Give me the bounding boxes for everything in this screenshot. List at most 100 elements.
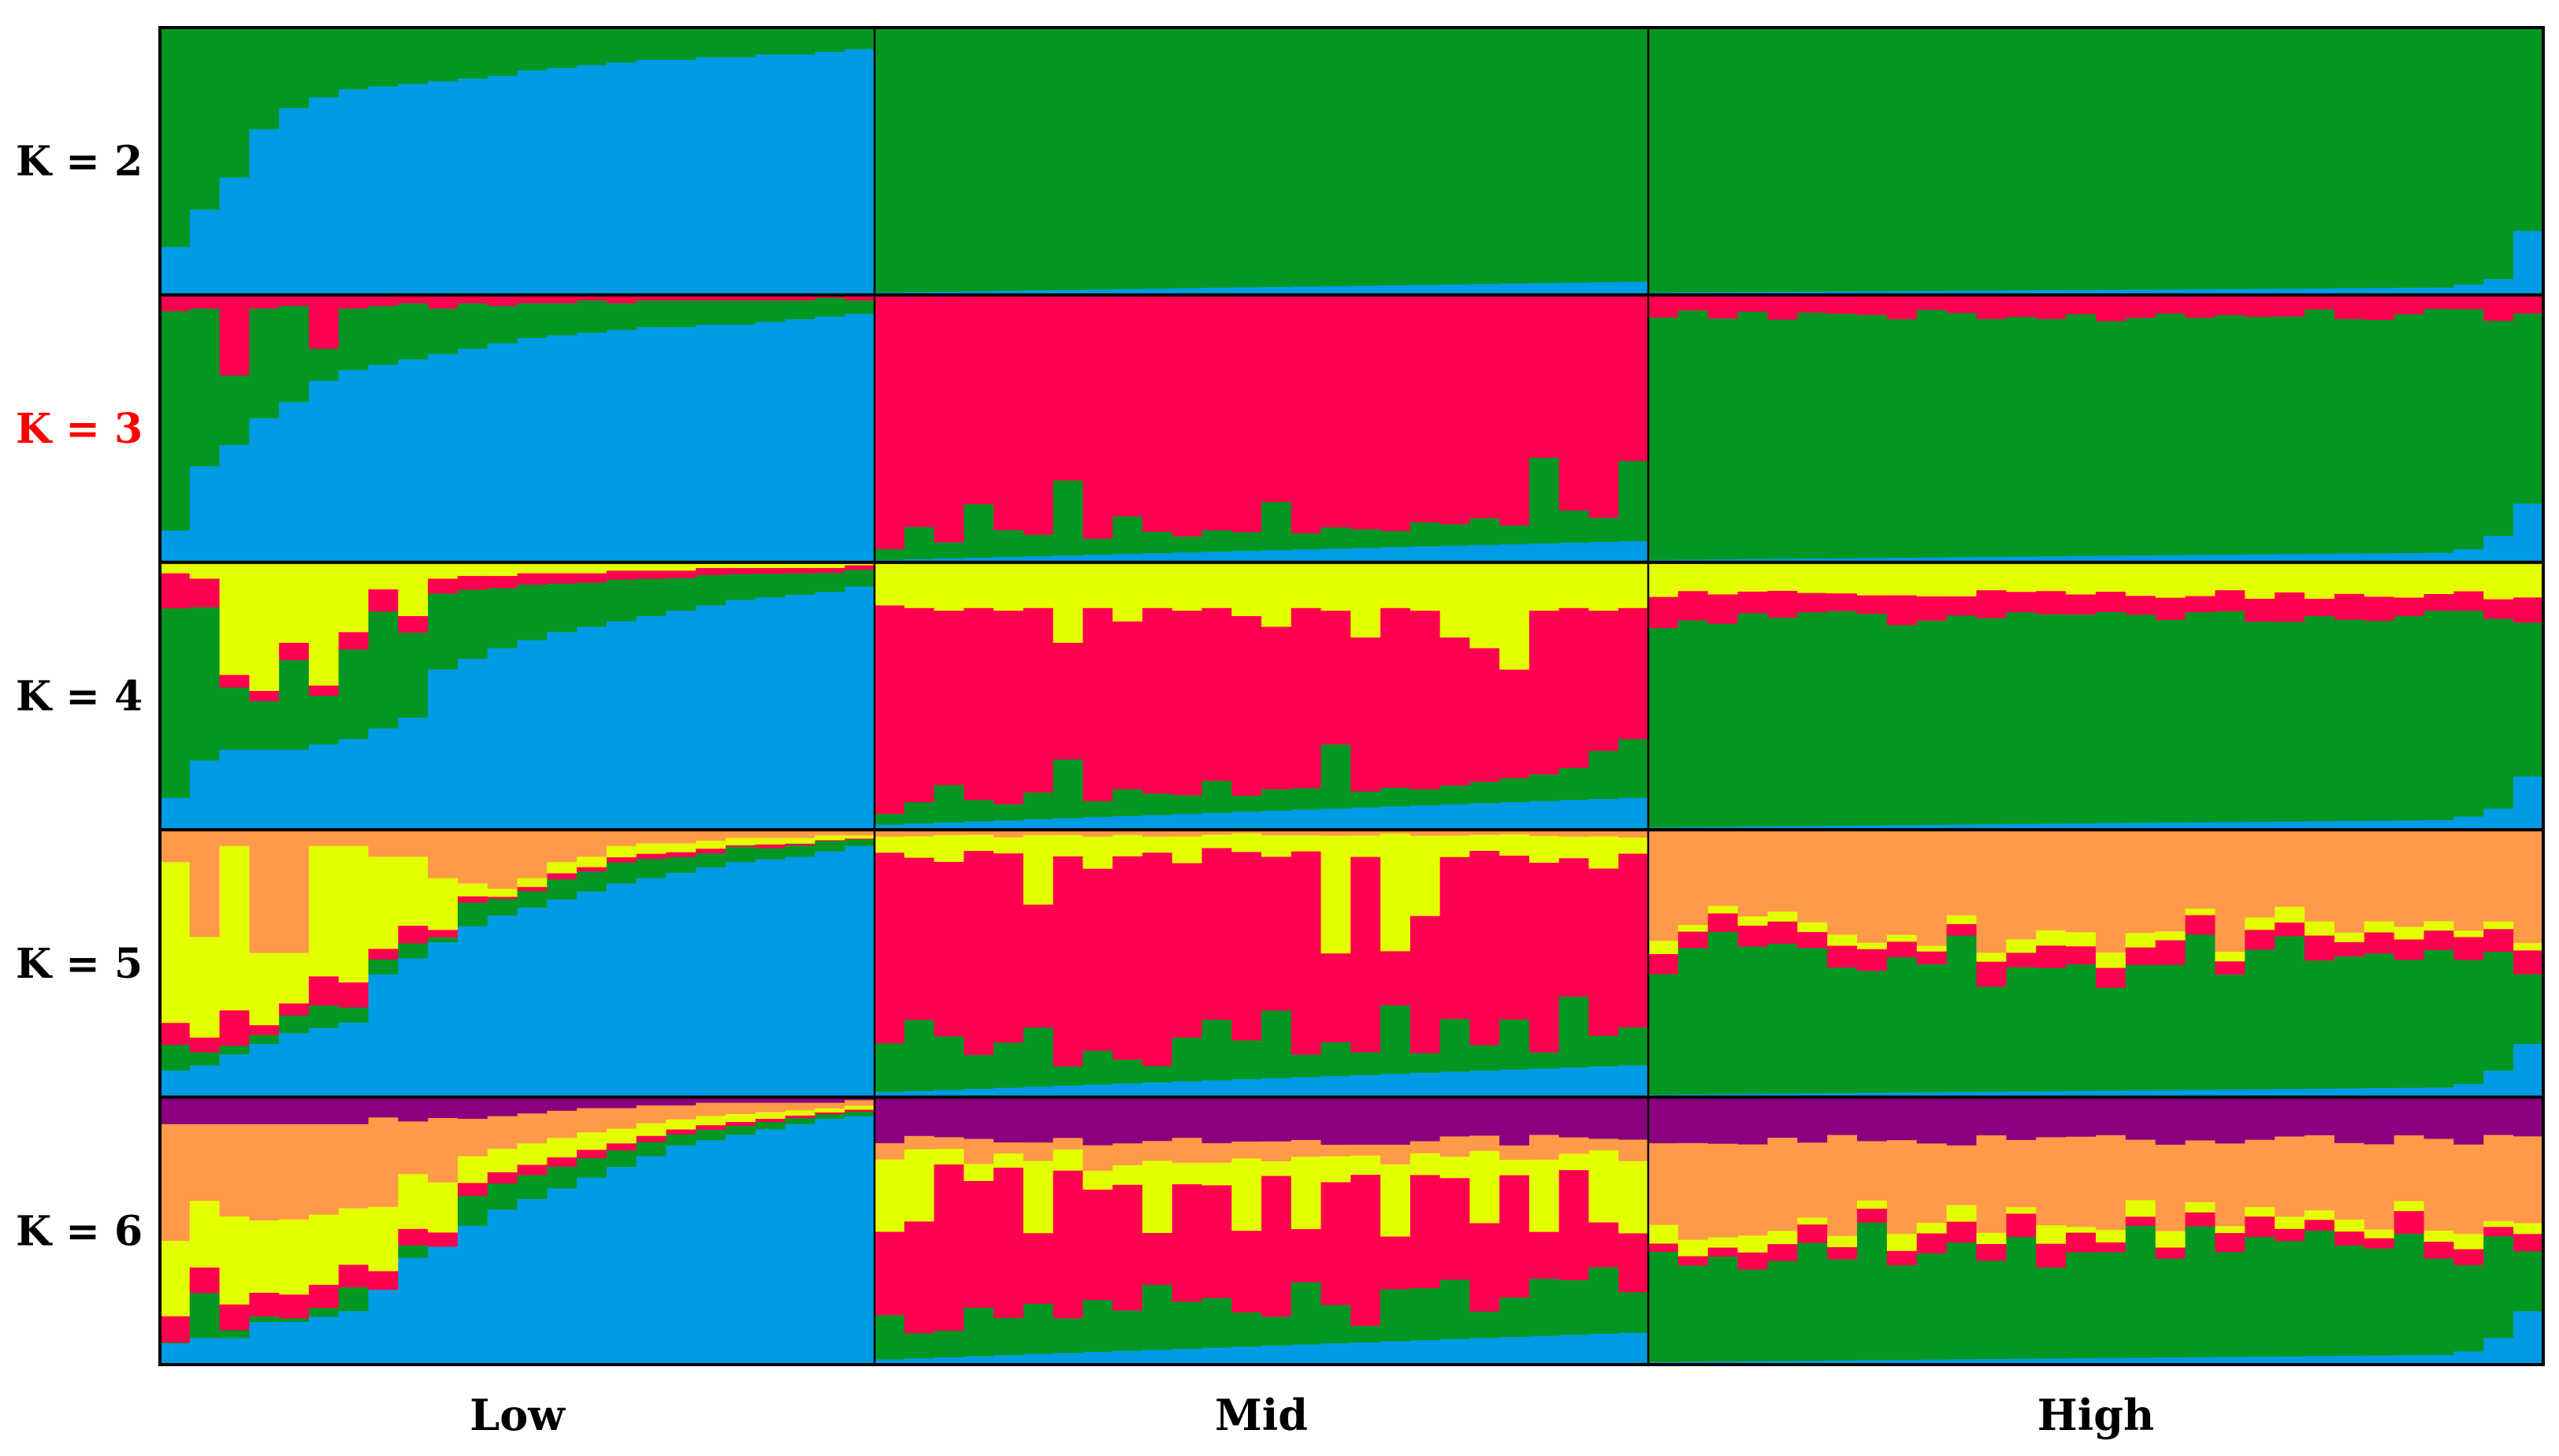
bar-segment-red — [1528, 295, 1560, 459]
bar-segment-blue — [368, 728, 399, 830]
panel-k6 — [158, 1095, 2545, 1366]
bar-segment-yellow — [398, 856, 429, 927]
bar-segment-blue — [1558, 282, 1590, 295]
bar-segment-red — [1112, 295, 1143, 517]
bar-segment-orange — [1202, 830, 1232, 835]
bar-segment-blue — [517, 640, 548, 830]
bar-segment-yellow — [1291, 1157, 1322, 1230]
bar-segment-blue — [1976, 1091, 2007, 1098]
bar-segment-blue — [1499, 801, 1530, 830]
bar-segment-red — [398, 295, 429, 303]
bar-segment-yellow — [1707, 905, 1739, 914]
bar-segment-blue — [2245, 1089, 2275, 1098]
bar-segment-orange — [457, 1118, 488, 1157]
bar-segment-red — [2125, 596, 2156, 615]
bar-segment-blue — [785, 594, 816, 830]
bar-segment-green — [517, 1175, 548, 1199]
bar-segment-yellow — [1261, 562, 1292, 627]
bar-segment-yellow — [2423, 562, 2454, 594]
bar-segment-blue — [1083, 554, 1113, 563]
bar-segment-orange — [1261, 830, 1292, 836]
bar-segment-green — [1588, 28, 1619, 283]
bar-segment-red — [517, 886, 548, 892]
bar-segment-blue — [160, 1343, 191, 1365]
bar-segment-red — [577, 573, 607, 583]
bar-segment-blue — [994, 290, 1024, 295]
bar-segment-green — [1499, 1297, 1530, 1337]
bar-segment-blue — [696, 57, 726, 295]
bar-segment-orange — [785, 1102, 816, 1111]
panels — [158, 26, 2545, 1366]
bar-segment-green — [755, 848, 786, 860]
bar-segment-orange — [2305, 1135, 2335, 1211]
bar-segment-blue — [1380, 1073, 1411, 1098]
bar-segment-yellow — [1767, 911, 1798, 922]
bar-segment-purple — [398, 1097, 429, 1122]
bar-segment-orange — [368, 830, 399, 857]
bar-segment-green — [1350, 1052, 1381, 1075]
bar-segment-red — [755, 1118, 786, 1123]
bar-segment-red — [2394, 295, 2425, 314]
bar-segment-blue — [845, 845, 875, 1098]
bar-segment-yellow — [1528, 835, 1560, 863]
bar-segment-orange — [2006, 1139, 2037, 1208]
row-label-k2: K = 2 — [16, 138, 143, 186]
bar-segment-yellow — [2394, 927, 2425, 940]
bar-segment-green — [815, 1114, 845, 1120]
bar-segment-green — [1677, 948, 1709, 1095]
bar-segment-green — [249, 1316, 280, 1322]
bar-segment-red — [1083, 295, 1113, 539]
bar-segment-blue — [219, 1338, 250, 1365]
bar-segment-orange — [606, 1108, 637, 1129]
bar-segment-blue — [160, 247, 191, 295]
bar-segment-green — [308, 695, 340, 745]
bar-segment-blue — [2453, 1083, 2484, 1098]
bar-segment-blue — [160, 1070, 191, 1098]
bar-segment-blue — [904, 1358, 935, 1365]
bar-segment-green — [249, 28, 280, 130]
bar-segment-blue — [1409, 284, 1441, 295]
bar-segment-purple — [2006, 1097, 2037, 1140]
bar-segment-red — [517, 573, 548, 585]
bar-segment-red — [1261, 1176, 1292, 1317]
bar-segment-blue — [189, 1064, 221, 1098]
bar-segment-green — [2275, 28, 2305, 289]
bar-segment-green — [2483, 618, 2514, 809]
bar-segment-yellow — [368, 856, 399, 949]
bar-segment-green — [666, 300, 696, 328]
bar-segment-yellow — [219, 562, 250, 675]
bar-segment-orange — [2394, 830, 2425, 927]
bar-segment-orange — [2334, 830, 2365, 933]
bar-segment-yellow — [2155, 562, 2186, 598]
bar-segment-yellow — [1469, 562, 1500, 648]
bar-segment-yellow — [428, 562, 459, 579]
bar-segment-yellow — [1291, 562, 1322, 608]
bar-segment-green — [606, 862, 637, 884]
bar-segment-red — [666, 852, 696, 857]
bar-segment-green — [279, 305, 310, 403]
bar-segment-green — [279, 28, 310, 109]
bar-segment-red — [160, 295, 191, 312]
bar-segment-green — [845, 300, 875, 314]
bar-segment-blue — [1261, 1078, 1292, 1098]
bar-segment-blue — [1439, 1072, 1470, 1098]
bar-segment-yellow — [2423, 1230, 2454, 1242]
bar-segment-blue — [2066, 1090, 2097, 1098]
bar-segment-yellow — [726, 838, 756, 845]
bar-segment-green — [398, 1245, 429, 1258]
bar-segment-green — [2006, 317, 2037, 557]
bar-segment-blue — [2066, 555, 2097, 563]
bar-segment-green — [1350, 529, 1381, 548]
bar-segment-green — [2185, 934, 2216, 1090]
bar-segment-yellow — [2423, 921, 2454, 931]
bar-segment-blue — [994, 1354, 1024, 1365]
bar-segment-blue — [1023, 1354, 1054, 1365]
bar-segment-green — [1588, 1035, 1619, 1067]
bar-segment-yellow — [2483, 1220, 2514, 1228]
bar-segment-orange — [2334, 1142, 2365, 1220]
bar-segment-orange — [2394, 1135, 2425, 1202]
bar-segment-orange — [1677, 1142, 1709, 1240]
bar-segment-yellow — [815, 834, 845, 841]
bar-segment-green — [2364, 620, 2395, 821]
bar-segment-green — [636, 300, 667, 328]
